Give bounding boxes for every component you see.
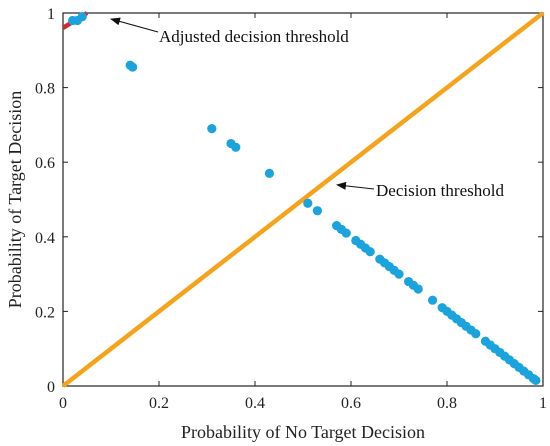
data-point	[303, 198, 313, 208]
x-tick-label: 0.8	[437, 395, 457, 412]
decision-threshold-annotation: Decision threshold	[376, 181, 504, 200]
data-point	[231, 142, 241, 152]
data-point	[394, 269, 404, 279]
adjusted-threshold-annotation: Adjusted decision threshold	[159, 27, 349, 46]
data-point	[128, 62, 138, 72]
data-points	[68, 12, 541, 386]
x-axis-label: Probability of No Target Decision	[181, 422, 425, 442]
decision-threshold-arrow	[336, 181, 375, 190]
data-point	[312, 206, 322, 216]
data-point	[365, 247, 375, 257]
y-tick-label: 0	[47, 379, 55, 396]
x-tick-label: 0.6	[341, 395, 361, 412]
data-point	[341, 228, 351, 238]
data-point	[471, 329, 481, 339]
y-tick-label: 0.8	[35, 81, 55, 98]
x-tick-label: 0	[59, 395, 67, 412]
data-point	[413, 284, 423, 294]
data-point	[77, 12, 87, 22]
y-axis-label: Probability of Target Decision	[5, 91, 25, 309]
y-tick-label: 0.6	[35, 155, 55, 172]
y-tick-label: 1	[47, 6, 55, 23]
x-tick-label: 0.4	[245, 395, 265, 412]
decision-threshold-line	[61, 11, 545, 388]
y-tick-label: 0.2	[35, 304, 55, 321]
data-point	[531, 375, 541, 386]
x-tick-label: 0.2	[149, 395, 169, 412]
adjusted-threshold-arrow	[110, 17, 159, 33]
y-tick-label: 0.4	[35, 230, 55, 247]
x-tick-label: 1	[539, 395, 547, 412]
data-point	[428, 295, 438, 305]
data-point	[207, 124, 217, 134]
tick-labels: 0 0.2 0.4 0.6 0.8 1 0 0.2 0.4 0.6 0.8 1	[35, 6, 547, 412]
annotations: Adjusted decision threshold Decision thre…	[110, 17, 504, 200]
data-point	[264, 168, 274, 178]
plot-frame	[62, 12, 544, 387]
